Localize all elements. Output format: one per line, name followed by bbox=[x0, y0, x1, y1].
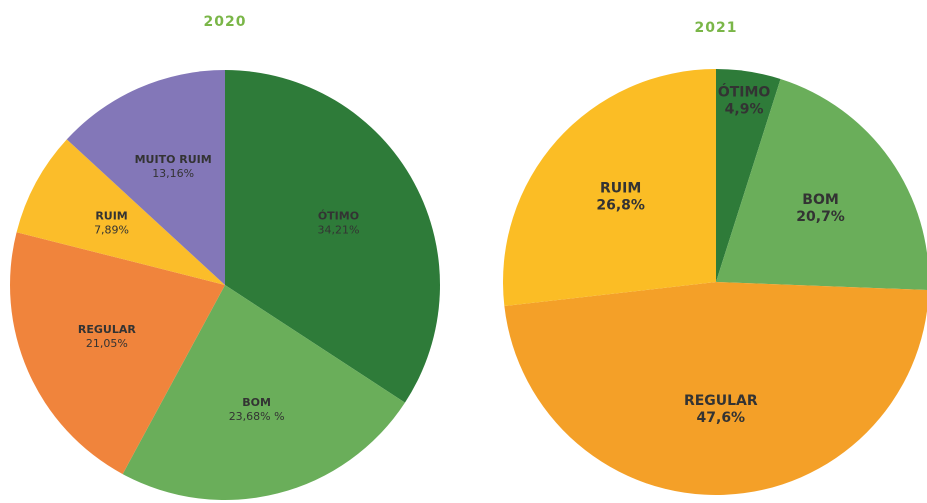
slice-label: MUITO RUIM bbox=[135, 153, 212, 166]
slice-value: 34,21% bbox=[317, 224, 359, 237]
slice-value: 21,05% bbox=[86, 337, 128, 350]
pie-slice bbox=[66, 70, 226, 285]
slice-value: 47,6% bbox=[697, 410, 746, 426]
slice-value: 26,8% bbox=[596, 197, 645, 213]
slice-label: RUIM bbox=[600, 180, 641, 196]
pie-slice bbox=[225, 70, 440, 403]
slice-value: 20,7% bbox=[796, 209, 845, 225]
slice-label: BOM bbox=[802, 192, 839, 208]
slice-label: REGULAR bbox=[684, 393, 758, 409]
chart-title: 2020 bbox=[204, 14, 247, 30]
slice-value: 7,89% bbox=[94, 224, 129, 237]
slice-value: 23,68% % bbox=[229, 410, 285, 423]
slice-value: 13,16% bbox=[152, 167, 194, 180]
slice-label: ÓTIMO bbox=[718, 82, 771, 100]
pie-slice bbox=[16, 139, 225, 285]
chart-title: 2021 bbox=[695, 20, 738, 36]
slice-value: 4,9% bbox=[725, 101, 764, 117]
slice-label: ÓTIMO bbox=[318, 210, 359, 223]
pie-slice bbox=[122, 285, 405, 500]
pie-slice bbox=[716, 79, 927, 290]
pie-slice bbox=[716, 69, 781, 282]
pie-slice bbox=[504, 282, 927, 495]
slice-label: REGULAR bbox=[78, 323, 136, 336]
pie-slice bbox=[502, 69, 716, 307]
pie-slice bbox=[9, 232, 226, 475]
slice-label: RUIM bbox=[95, 210, 127, 223]
slice-label: BOM bbox=[242, 396, 271, 409]
